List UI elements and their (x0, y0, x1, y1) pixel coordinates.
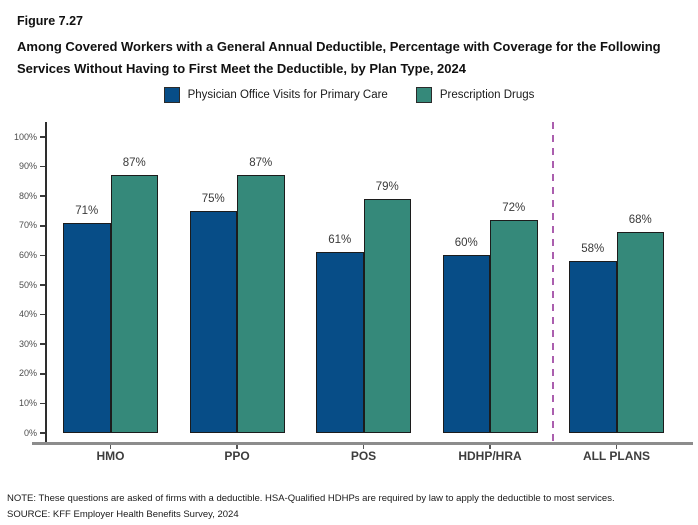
source-text: SOURCE: KFF Employer Health Benefits Sur… (7, 508, 239, 520)
bar-value-label: 58% (581, 243, 605, 256)
bar-all-plans-series-0 (569, 261, 617, 433)
bar-pos-series-0 (316, 252, 364, 433)
legend-item-prescription-drugs: Prescription Drugs (415, 87, 535, 103)
x-axis-line (32, 441, 693, 445)
bar-ppo-series-1 (237, 175, 285, 433)
y-axis-tick-label: 10% (18, 397, 37, 408)
bar-ppo-series-0 (189, 211, 237, 433)
bar-value-label: 87% (249, 157, 273, 170)
bar-hdhp-hra-series-1 (490, 219, 538, 433)
all-plans-separator-line (552, 122, 555, 441)
bar-value-label: 79% (375, 181, 399, 194)
y-axis-tick (40, 195, 45, 197)
x-axis-category-label: HDHP/HRA (458, 449, 522, 463)
x-axis-category-label: POS (350, 449, 377, 463)
y-axis-tick-label: 50% (18, 279, 37, 290)
x-axis-category-label: HMO (96, 449, 125, 463)
bar-hmo-series-0 (63, 222, 111, 433)
bar-value-label: 61% (328, 234, 352, 247)
bar-all-plans-series-1 (616, 231, 664, 433)
y-axis-tick (40, 254, 45, 257)
y-axis-tick (40, 225, 45, 227)
y-axis-tick (40, 373, 45, 375)
bar-value-label: 71% (75, 204, 99, 217)
y-axis-tick (40, 313, 45, 316)
bar-hdhp-hra-series-0 (442, 255, 490, 433)
legend-swatch-blue-icon (163, 87, 180, 103)
y-axis-tick-label: 100% (13, 131, 37, 142)
y-axis-tick (40, 284, 45, 286)
bar-value-label: 87% (122, 157, 146, 170)
bar-value-label: 60% (454, 237, 478, 250)
x-axis-tick (236, 444, 238, 449)
y-axis-tick-label: 20% (18, 368, 37, 379)
y-axis-tick (40, 136, 45, 138)
x-axis-category-label: ALL PLANS (582, 449, 651, 463)
y-axis-line (45, 122, 47, 443)
y-axis-tick (40, 432, 45, 434)
y-axis-tick (40, 402, 45, 405)
chart-legend: Physician Office Visits for Primary Care… (0, 87, 698, 103)
y-axis-tick-label: 30% (18, 338, 37, 349)
legend-item-primary-care: Physician Office Visits for Primary Care (163, 87, 388, 103)
figure-number: Figure 7.27 (17, 14, 83, 28)
y-axis-tick-label: 90% (18, 161, 37, 172)
legend-swatch-teal-icon (415, 87, 432, 103)
legend-label-primary-care: Physician Office Visits for Primary Care (187, 89, 388, 101)
footnotes: NOTE: These questions are asked of firms… (7, 491, 615, 522)
y-axis-tick-label: 60% (18, 249, 37, 260)
y-axis-tick-label: 80% (18, 190, 37, 201)
note-text: NOTE: These questions are asked of firms… (7, 493, 615, 504)
x-axis-category-label: PPO (224, 449, 250, 463)
y-axis-tick-label: 0% (23, 427, 37, 438)
x-axis-tick (109, 444, 112, 449)
bar-hmo-series-1 (110, 175, 158, 433)
y-axis-tick (40, 165, 45, 168)
bar-pos-series-1 (363, 199, 411, 433)
y-axis-tick-label: 70% (18, 220, 37, 231)
legend-label-prescription-drugs: Prescription Drugs (439, 89, 535, 101)
bar-value-label: 68% (628, 213, 652, 226)
x-axis-tick (615, 444, 618, 449)
bar-value-label: 72% (502, 201, 526, 214)
figure-title: Among Covered Workers with a General Ann… (17, 39, 661, 76)
x-axis-tick (489, 444, 491, 449)
y-axis-tick (40, 343, 45, 345)
bar-value-label: 75% (201, 193, 225, 205)
x-axis-tick (362, 444, 365, 449)
y-axis-tick-label: 40% (18, 309, 37, 320)
